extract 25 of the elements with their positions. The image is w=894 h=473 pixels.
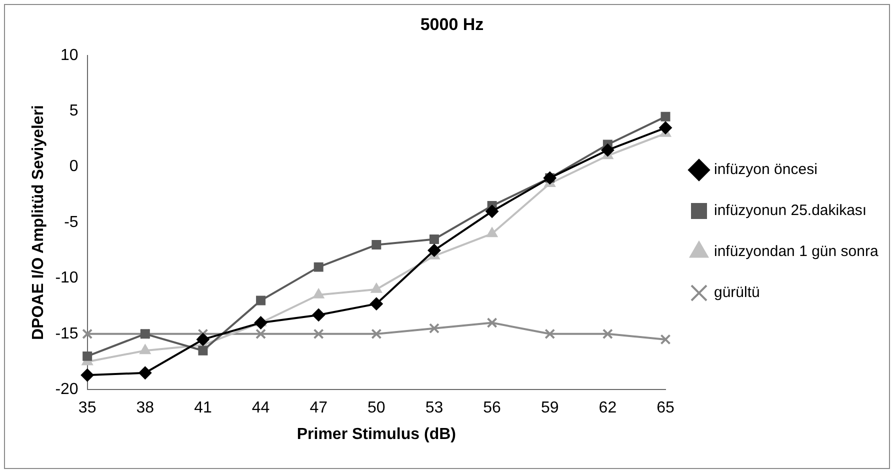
y-tick-label: 10 [60,46,78,64]
x-tick-label: 44 [252,400,270,417]
legend-label: infüzyon öncesi [714,161,818,178]
x-tick-label: 50 [368,400,386,417]
x-tick-label: 62 [598,400,617,417]
x-tick-label: 56 [483,400,502,417]
y-tick-label: -10 [55,270,78,287]
x-tick-label: 41 [194,400,212,417]
y-tick-label: 5 [69,102,78,120]
y-tick-label: -5 [64,214,78,231]
chart-title: 5000 Hz [420,14,484,34]
y-tick-label: -20 [55,381,78,398]
x-tick-label: 47 [310,400,328,417]
x-tick-label: 65 [656,400,674,417]
x-tick-label: 38 [136,400,154,417]
x-tick-label: 59 [540,400,559,417]
legend-label: gürültü [714,284,760,302]
y-tick-label: -15 [55,325,78,342]
legend-label: infüzyondan 1 gün sonra [714,243,879,260]
x-tick-label: 35 [78,400,96,417]
y-axis-title: DPOAE I/O Amplitüd Seviyeleri [30,104,48,340]
y-tick-label: 0 [69,158,78,176]
x-tick-label: 53 [425,400,444,417]
legend-label: infüzyonun 25.dakikası [714,202,867,220]
x-axis-title: Primer Stimulus (dB) [296,426,456,443]
